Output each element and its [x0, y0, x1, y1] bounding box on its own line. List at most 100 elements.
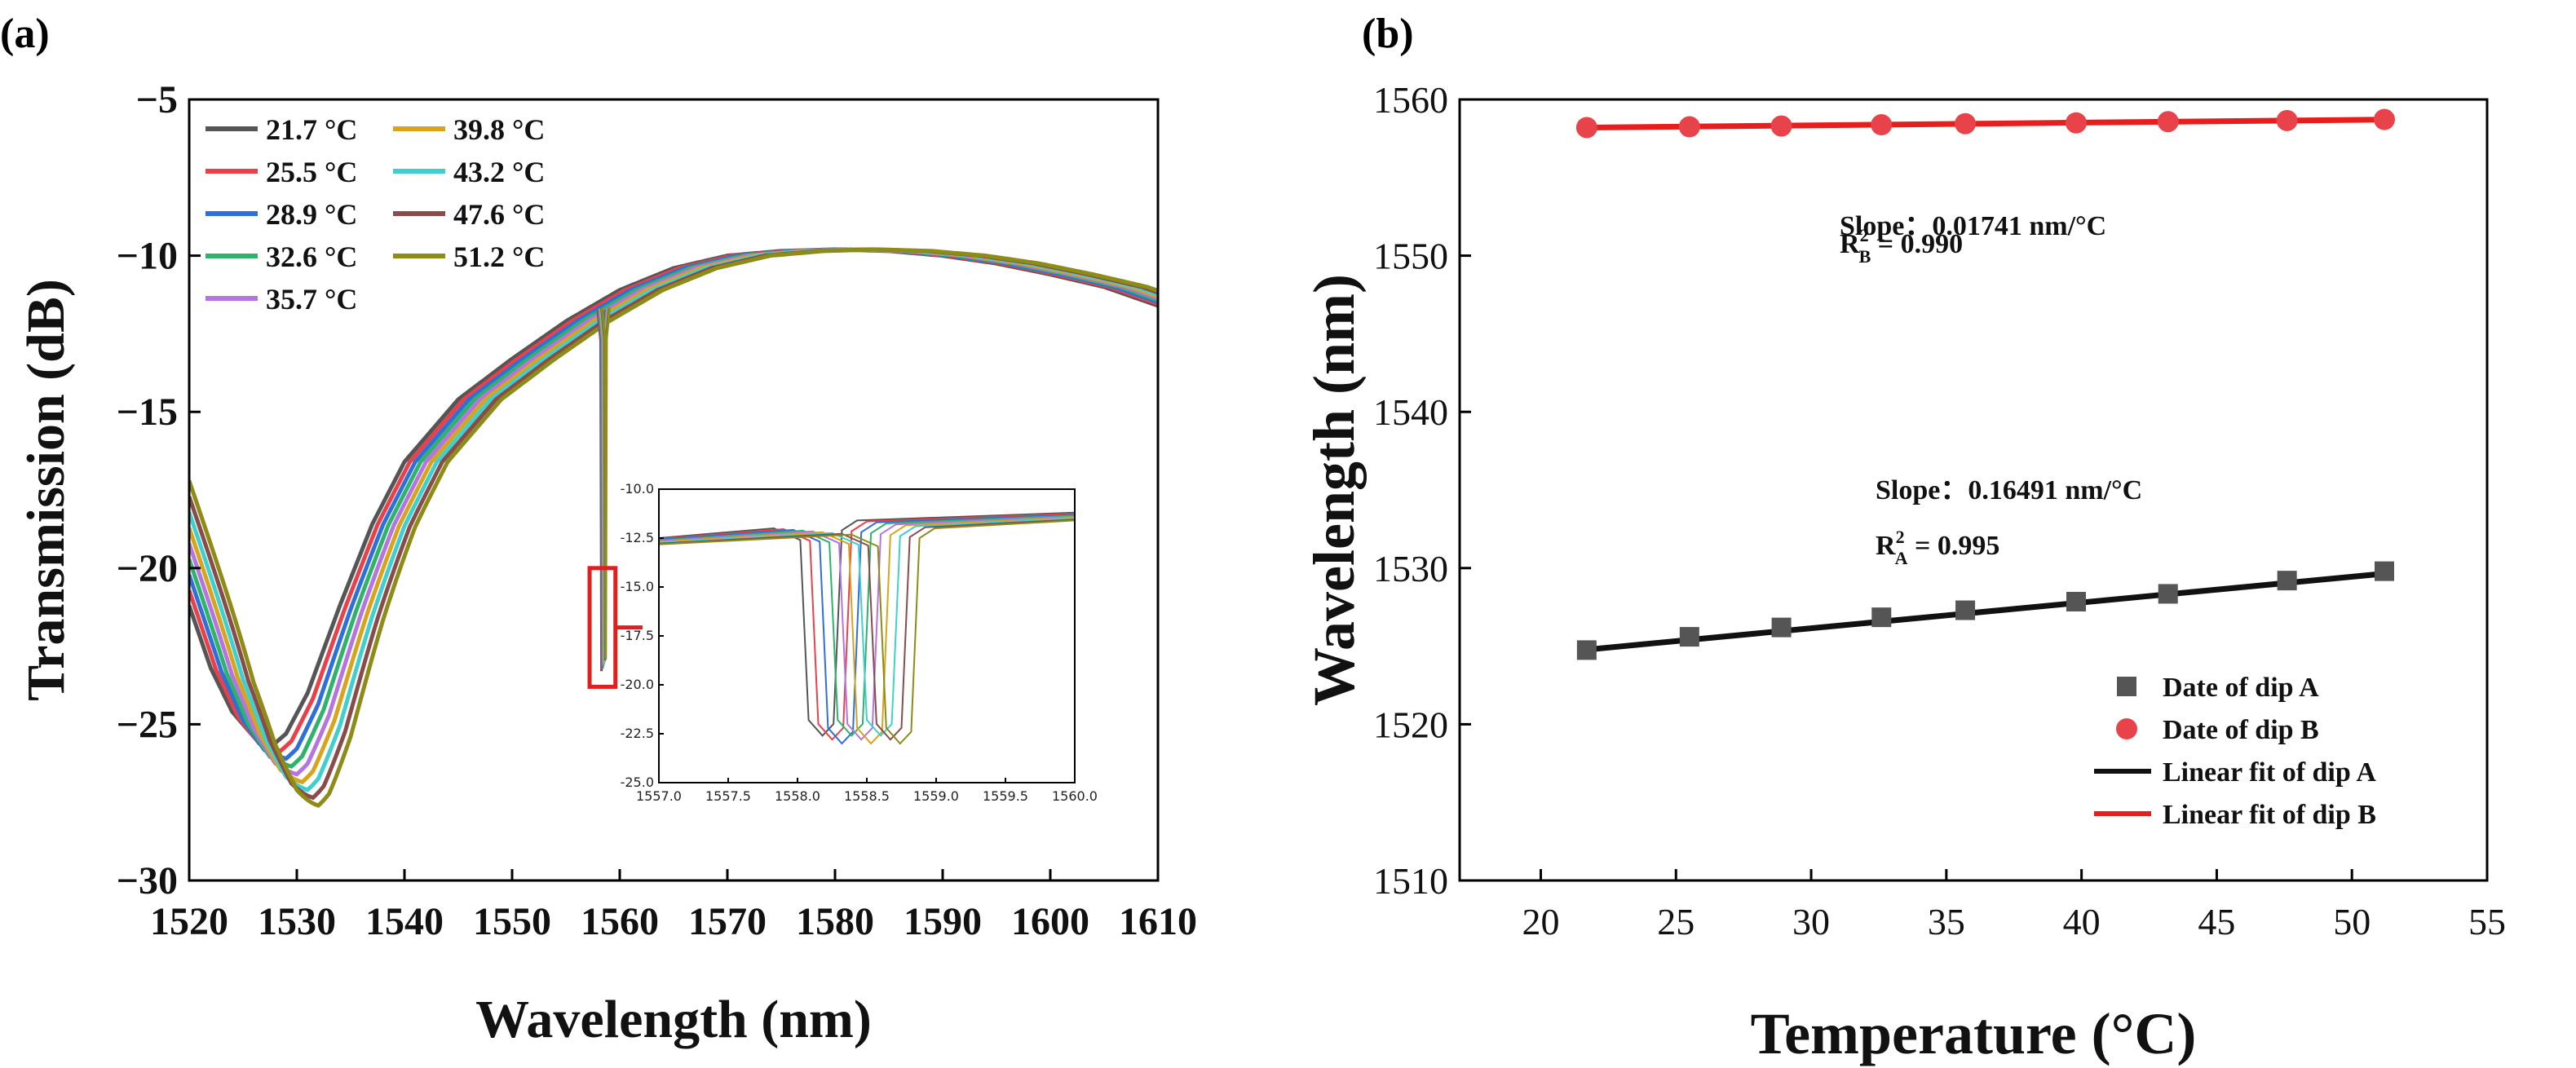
chart-b-xtick-label: 35 [1928, 901, 1965, 942]
chart-a-legend-label: 51.2 °C [453, 241, 545, 273]
chart-a-y-axis: −30 −25 −20 −15 −10 −5 [117, 78, 201, 903]
chart-a-inset-ytick-label: -25.0 [621, 775, 654, 790]
chart-a-legend-label: 25.5 °C [266, 156, 357, 188]
chart-b-xtick-label: 45 [2198, 901, 2235, 942]
chart-b-r2-b: R2 B = 0.990 [1840, 225, 1963, 267]
chart-a-xtick-label: 1580 [796, 900, 874, 943]
chart-a-legend-label: 39.8 °C [453, 113, 545, 146]
chart-a-xtick-label: 1550 [473, 900, 551, 943]
chart-a-xtick-label: 1570 [688, 900, 767, 943]
chart-b-legend-swatch [2117, 677, 2136, 696]
chart-b-xtick-label: 40 [2063, 901, 2101, 942]
chart-a-xtick-label: 1530 [258, 900, 336, 943]
chart-a-legend-label: 35.7 °C [266, 283, 357, 316]
chart-b-xtick-label: 25 [1657, 901, 1695, 942]
chart-a-xtick-label: 1610 [1119, 900, 1197, 943]
panel-label-b: (b) [1362, 11, 1414, 57]
chart-b-point-a [2375, 561, 2394, 581]
chart-b-point-b [1575, 117, 1597, 139]
chart-a-inset-series [659, 519, 1075, 745]
chart-a-inset-xtick-label: 1560.0 [1052, 788, 1098, 804]
chart-a-xtick-label: 1540 [365, 900, 444, 943]
chart-b-xtick-label: 50 [2333, 901, 2371, 942]
chart-b-legend-label: Date of dip A [2163, 673, 2319, 703]
chart-a-inset-ytick-label: -20.0 [621, 677, 654, 692]
chart-b-ytick-label: 1560 [1373, 79, 1448, 121]
chart-a: 1520 1530 1540 1550 1560 1570 1580 1590 1600 1610… [16, 78, 1197, 1049]
chart-b-point-a [1576, 640, 1597, 660]
chart-b-frame [1458, 98, 2489, 882]
chart-a-ytick-label: −5 [136, 78, 178, 121]
chart-b-xtick-label: 20 [1522, 901, 1559, 942]
chart-a-inset-series [659, 518, 1075, 737]
chart-a-xtick-label: 1600 [1011, 900, 1089, 943]
chart-b-fit-line [1586, 571, 2385, 653]
chart-b-point-b [2157, 111, 2179, 133]
chart-a-ytick-label: −25 [117, 703, 178, 746]
chart-a-xlabel: Wavelength (nm) [475, 990, 872, 1049]
chart-a-inset-ytick-label: -22.5 [621, 726, 654, 741]
chart-b-point-a [1771, 617, 1792, 638]
chart-a-inset: 1557.0 1557.5 1558.0 1558.5 1559.0 1559.5 1560… [621, 473, 1098, 817]
chart-b-ytick-label: 1540 [1373, 391, 1448, 433]
chart-b-ylabel: Wavelength (nm) [1301, 274, 1367, 706]
chart-a-legend-label: 43.2 °C [453, 156, 545, 188]
chart-a-inset-xtick-label: 1559.5 [983, 788, 1028, 804]
chart-b-fit-lines [1586, 117, 2385, 653]
chart-a-frame [188, 98, 1160, 882]
chart-a-ytick-label: −15 [117, 391, 178, 434]
chart-b-x-axis: 20 25 30 35 40 45 50 55 [1522, 869, 2506, 942]
chart-a-inset-ytick-label: -17.5 [621, 628, 654, 643]
chart-b-point-b [2374, 108, 2395, 130]
panel-label-a: (a) [0, 11, 50, 57]
chart-a-narrow-dip [600, 307, 611, 659]
chart-b-legend-label: Linear fit of dip B [2163, 800, 2376, 830]
chart-a-ylabel: Transmission (dB) [16, 279, 76, 701]
chart-b-xlabel: Temperature (°C) [1751, 1001, 2197, 1066]
chart-b-point-a [1871, 607, 1892, 628]
chart-b-point-b [2066, 112, 2087, 134]
chart-b-point-b [2276, 109, 2298, 131]
chart-b-ytick-label: 1550 [1373, 236, 1448, 277]
chart-b-slope-a: Slope：0.16491 nm/°C [1876, 475, 2142, 505]
chart-a-curves [189, 247, 1158, 808]
chart-a-inset-ytick-label: -10.0 [621, 481, 654, 496]
chart-a-xtick-label: 1560 [581, 900, 659, 943]
chart-b-point-a [1955, 600, 1976, 620]
chart-b-legend: Date of dip A Date of dip B Linear fit of … [2094, 673, 2376, 830]
chart-b-xtick-label: 30 [1792, 901, 1830, 942]
chart-b-point-b [1871, 114, 1893, 136]
chart-b-legend-swatch [2116, 718, 2137, 739]
chart-b-ytick-label: 1530 [1373, 548, 1448, 589]
chart-a-inset-xtick-label: 1557.5 [705, 788, 751, 804]
chart-a-legend-label: 21.7 °C [266, 113, 357, 146]
chart-a-narrow-dips [596, 307, 611, 672]
chart-a-ytick-label: −10 [117, 235, 178, 278]
chart-b-r2-a: R2 A = 0.995 [1876, 527, 1999, 568]
chart-b-point-b [1770, 115, 1792, 137]
chart-b-point-a [2066, 591, 2086, 611]
chart-a-inset-series [659, 519, 1075, 741]
chart-a-inset-ytick-label: -15.0 [621, 579, 654, 594]
chart-b-y-axis: 1510 1520 1530 1540 1550 1560 [1373, 79, 1471, 902]
chart-b-ytick-label: 1510 [1373, 860, 1448, 902]
chart-b-ytick-label: 1520 [1373, 704, 1448, 745]
chart-b: 20 25 30 35 40 45 50 55 1510 1520 1530 1540 1550 156… [1301, 79, 2506, 1066]
chart-b-fit-line [1586, 117, 2385, 131]
chart-a-legend-label: 47.6 °C [453, 198, 545, 231]
chart-b-point-a [2277, 571, 2297, 591]
chart-a-inset-curves [659, 511, 1075, 745]
chart-a-legend: 21.7 °C 25.5 °C 28.9 °C 32.6 °C 35.7 °C 39.8 … [205, 113, 545, 316]
chart-a-legend-label: 32.6 °C [266, 241, 357, 273]
chart-a-ytick-label: −20 [117, 547, 178, 590]
chart-b-point-a [1679, 627, 1699, 647]
chart-b-point-b [1678, 116, 1700, 138]
chart-a-inset-ytick-label: -12.5 [621, 530, 654, 545]
chart-a-xtick-label: 1590 [904, 900, 982, 943]
chart-a-inset-xtick-label: 1558.5 [844, 788, 890, 804]
chart-a-inset-xtick-label: 1557.0 [636, 788, 682, 804]
chart-a-xtick-label: 1520 [150, 900, 228, 943]
chart-b-xtick-label: 55 [2468, 901, 2506, 942]
chart-b-point-b [1955, 113, 1977, 135]
